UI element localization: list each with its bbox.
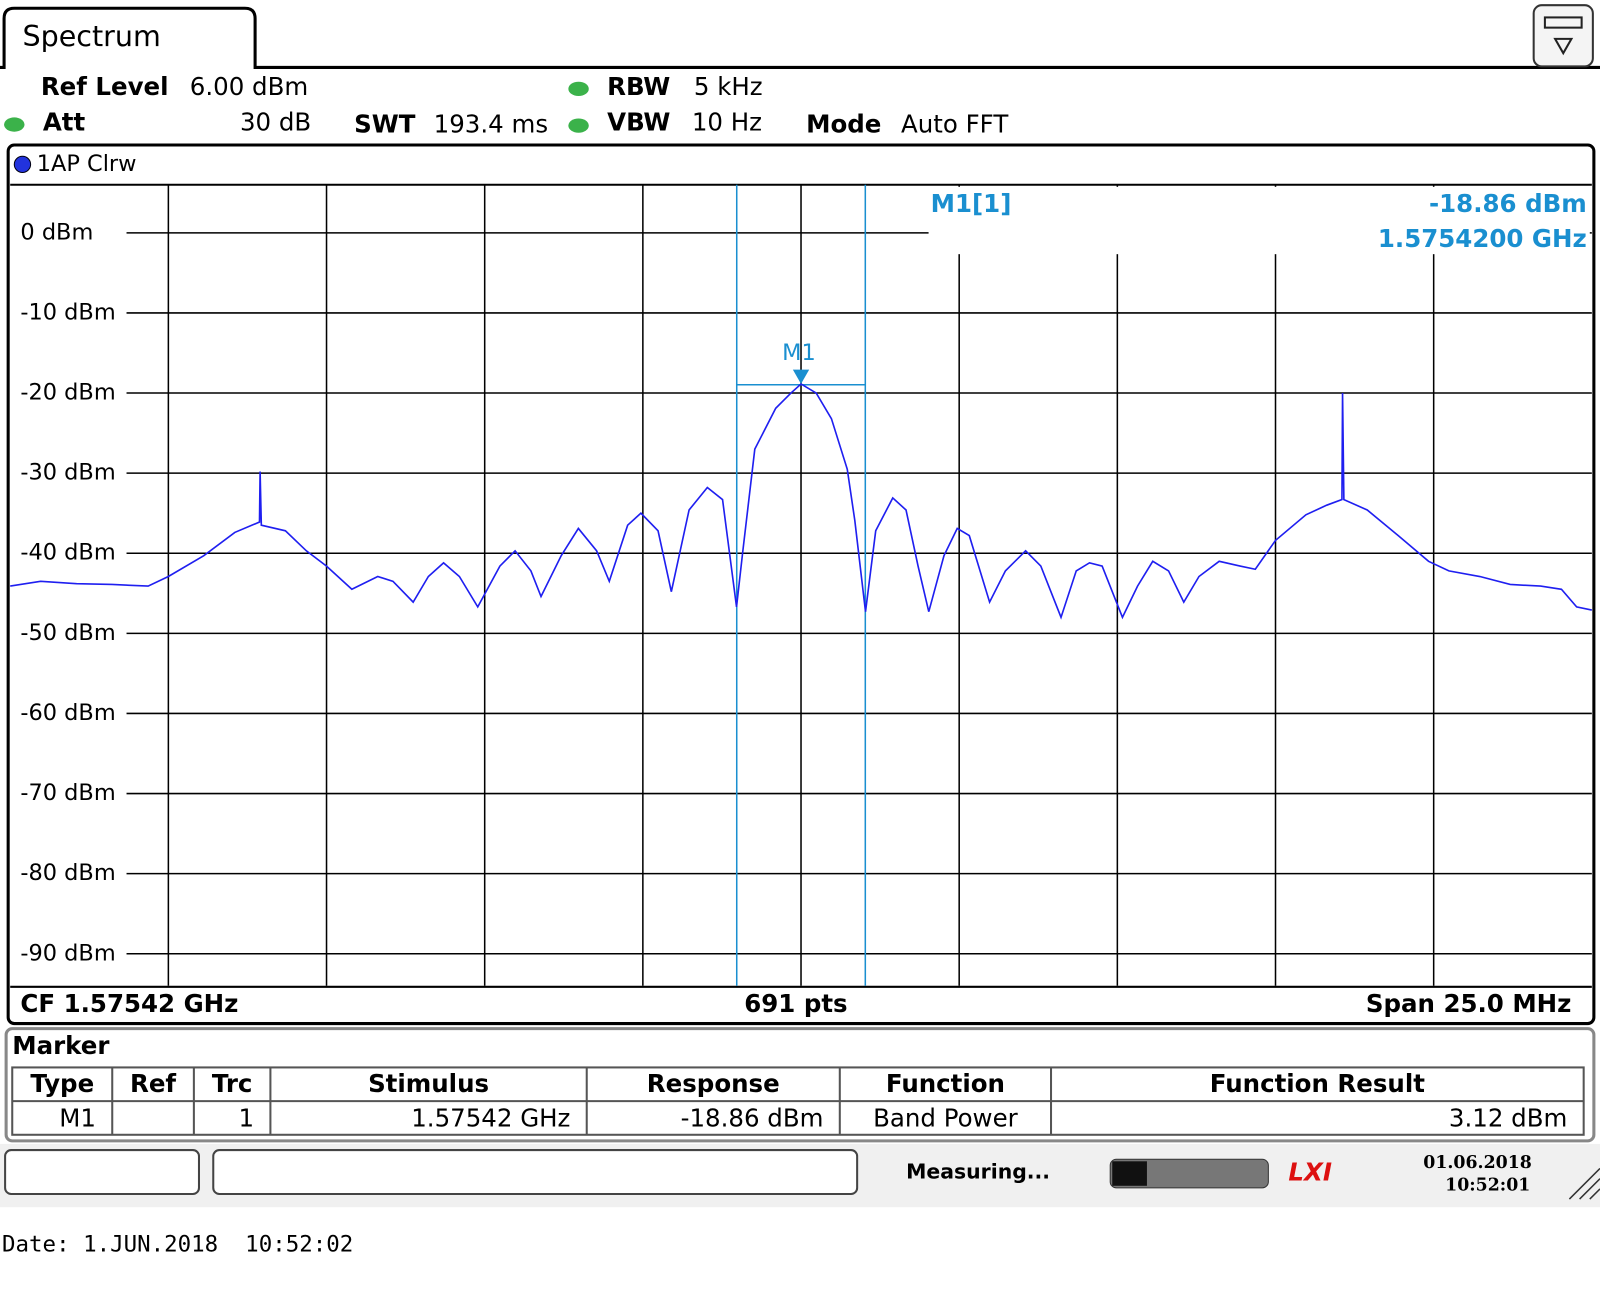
label: RBW	[607, 72, 670, 101]
marker-label: M1	[782, 340, 816, 366]
center-frequency: CF 1.57542 GHz	[20, 989, 238, 1018]
table-cell: 1.57542 GHz	[411, 1103, 570, 1132]
y-tick-label: -60 dBm	[20, 700, 115, 726]
readout-freq: 1.5754200 GHz	[1378, 224, 1587, 253]
column-header: Function Result	[1210, 1069, 1425, 1098]
column-header: Type	[30, 1069, 94, 1098]
span: Span 25.0 MHz	[1366, 989, 1572, 1018]
table-cell: -18.86 dBm	[681, 1103, 824, 1132]
y-tick-label: -50 dBm	[20, 620, 115, 646]
lxi-logo: LXI	[1288, 1158, 1332, 1187]
grid: 0 dBm -10 dBm -20 dBm -30 dBm -40 dBm -50 dBm…	[20, 184, 1592, 986]
column-header: Ref	[130, 1069, 176, 1098]
table-cell: 3.12 dBm	[1449, 1103, 1567, 1132]
led	[568, 118, 589, 133]
y-tick-label: -40 dBm	[20, 540, 115, 566]
trace	[10, 382, 1593, 620]
y-tick-label: -80 dBm	[20, 860, 115, 886]
led	[568, 81, 589, 96]
date-line: Date: 1.JUN.2018 10:52:02	[2, 1231, 353, 1257]
readout-level: -18.86 dBm	[1429, 189, 1587, 218]
column-header: Response	[647, 1069, 780, 1098]
label: Mode	[806, 110, 881, 139]
marker	[792, 369, 810, 384]
y-tick-label: -90 dBm	[20, 940, 115, 966]
value: Auto FFT	[901, 110, 1009, 139]
label: SWT	[354, 110, 416, 139]
label: VBW	[607, 108, 670, 137]
marker-table: Type Ref Trc Stimulus Response Function Functi…	[11, 1066, 1585, 1136]
resize-grip	[1568, 1167, 1600, 1200]
y-tick-label: -70 dBm	[20, 780, 115, 806]
column-header: Stimulus	[368, 1069, 489, 1098]
trace-dot	[13, 155, 32, 174]
value: 30 dB	[240, 108, 311, 137]
plot: M1	[10, 340, 1593, 620]
value: 10 Hz	[692, 108, 762, 137]
y-tick-label: -20 dBm	[20, 380, 115, 406]
marker-title: Marker	[12, 1031, 109, 1060]
table-cell: 1	[239, 1103, 255, 1132]
tab-outline	[0, 6, 1600, 69]
readout-name: M1[1]	[931, 189, 1012, 218]
table-cell: M1	[59, 1103, 96, 1132]
label: Att	[43, 108, 86, 137]
softkey[interactable]	[4, 1149, 200, 1195]
trace-label: 1AP Clrw	[37, 151, 137, 177]
status-text: Measuring...	[906, 1160, 1050, 1184]
readout-bg	[928, 186, 1590, 255]
status-date: 01.06.2018	[1423, 1153, 1532, 1173]
tab-title[interactable]: Spectrum	[22, 19, 160, 53]
label: Ref Level	[41, 72, 169, 101]
y-tick-label: -10 dBm	[20, 299, 115, 325]
progress	[1109, 1158, 1269, 1189]
value: 193.4 ms	[434, 110, 548, 139]
menu-button[interactable]	[1532, 4, 1594, 68]
y-tick-label: 0 dBm	[20, 219, 93, 245]
status-time: 10:52:01	[1445, 1175, 1530, 1195]
column-header: Trc	[212, 1069, 253, 1098]
value: 6.00 dBm	[190, 72, 308, 101]
column-header: Function	[886, 1069, 1005, 1098]
softkey[interactable]	[212, 1149, 859, 1195]
led	[4, 117, 25, 132]
y-tick-label: -30 dBm	[20, 460, 115, 486]
table-cell: Band Power	[873, 1103, 1019, 1132]
points: 691 pts	[744, 989, 847, 1018]
value: 5 kHz	[694, 72, 763, 101]
